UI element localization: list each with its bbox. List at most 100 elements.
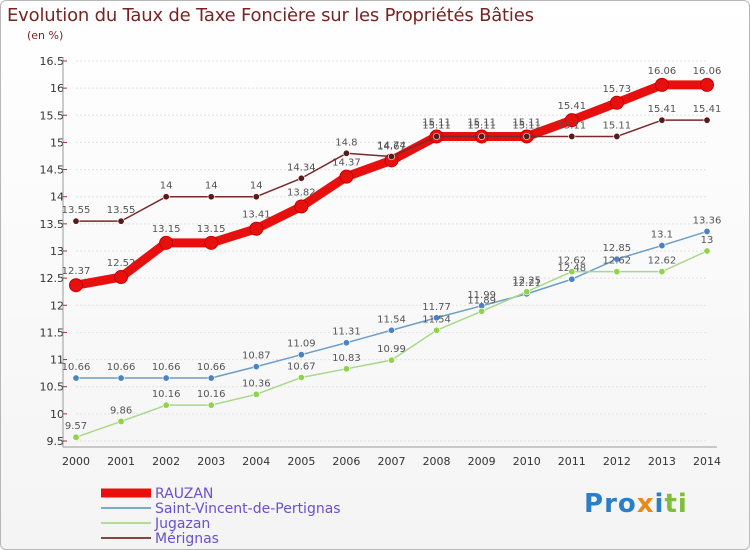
y-tick-label: 11.5 bbox=[40, 326, 65, 339]
chart-subtitle: (en %) bbox=[27, 29, 64, 42]
data-label: 10.66 bbox=[62, 362, 91, 373]
data-label: 11.77 bbox=[422, 302, 451, 313]
y-tick-label: 13.5 bbox=[40, 218, 65, 231]
data-point bbox=[433, 326, 441, 334]
data-point bbox=[294, 199, 309, 214]
y-tick-label: 14 bbox=[50, 191, 64, 204]
data-label: 15.41 bbox=[557, 101, 586, 112]
data-label: 10.67 bbox=[287, 361, 316, 372]
data-label: 13.15 bbox=[197, 224, 226, 235]
data-label: 15.11 bbox=[557, 120, 586, 131]
proxiti-logo: Proxiti bbox=[584, 489, 688, 519]
x-tick-label: 2008 bbox=[423, 455, 451, 468]
data-point bbox=[72, 217, 80, 225]
data-label: 14.37 bbox=[332, 158, 361, 169]
data-label: 14.34 bbox=[287, 162, 316, 173]
data-point bbox=[297, 351, 305, 359]
data-point bbox=[339, 169, 354, 184]
data-point bbox=[72, 374, 80, 382]
data-label: 15.11 bbox=[422, 120, 451, 131]
y-tick-label: 15 bbox=[50, 136, 64, 149]
data-label: 15.11 bbox=[422, 117, 451, 128]
data-point bbox=[72, 433, 80, 441]
data-label: 11.54 bbox=[377, 314, 406, 325]
data-point bbox=[117, 217, 125, 225]
data-label: 10.83 bbox=[332, 353, 361, 364]
data-label: 13.36 bbox=[693, 215, 722, 226]
x-tick-label: 2004 bbox=[242, 455, 270, 468]
x-tick-label: 2001 bbox=[107, 455, 135, 468]
data-point bbox=[252, 363, 260, 371]
series-jugazan: 9.57 9.86 10.16 10.16 10.36 10.67 10.83 10.99 11… bbox=[65, 235, 714, 441]
data-point bbox=[117, 374, 125, 382]
data-label: 12.62 bbox=[648, 256, 677, 267]
data-point bbox=[613, 132, 621, 140]
data-label: 10.66 bbox=[107, 362, 136, 373]
data-point bbox=[117, 417, 125, 425]
data-label: 10.36 bbox=[242, 378, 271, 389]
data-label: 12.85 bbox=[603, 243, 632, 254]
data-label: 13 bbox=[701, 235, 714, 246]
data-point bbox=[69, 278, 83, 293]
x-tick-label: 2000 bbox=[62, 455, 90, 468]
data-label: 14.8 bbox=[335, 137, 357, 148]
data-label: 9.57 bbox=[65, 421, 87, 432]
data-point bbox=[523, 288, 531, 296]
data-point bbox=[207, 193, 215, 201]
x-tick-label: 2003 bbox=[197, 455, 225, 468]
y-tick-label: 16.5 bbox=[40, 55, 65, 68]
y-tick-label: 12 bbox=[50, 299, 64, 312]
series-m-rignas: 13.55 13.55 14 14 14 14.34 14.8 14.74 15.11 15.11… bbox=[62, 104, 722, 225]
data-point bbox=[433, 132, 441, 140]
data-point bbox=[478, 307, 486, 315]
data-label: 14.74 bbox=[377, 141, 406, 152]
data-label: 10.66 bbox=[152, 362, 181, 373]
data-point bbox=[433, 314, 441, 322]
chart-title: Evolution du Taux de Taxe Foncière sur l… bbox=[7, 5, 534, 26]
x-tick-label: 2013 bbox=[648, 455, 676, 468]
legend: RAUZANSaint-Vincent-de-PertignasJugazanM… bbox=[101, 486, 341, 547]
y-tick-label: 16 bbox=[50, 82, 64, 95]
legend-label: RAUZAN bbox=[155, 486, 213, 502]
data-label: 11.09 bbox=[287, 339, 316, 350]
x-tick-label: 2011 bbox=[558, 455, 586, 468]
data-point bbox=[387, 153, 395, 161]
data-point bbox=[568, 268, 576, 276]
data-label: 13.41 bbox=[242, 210, 271, 221]
data-label: 12.37 bbox=[62, 266, 91, 277]
data-point bbox=[568, 275, 576, 283]
data-label: 13.55 bbox=[107, 205, 136, 216]
series-line bbox=[75, 119, 708, 222]
data-label: 11.99 bbox=[467, 290, 496, 301]
data-point bbox=[207, 374, 215, 382]
series-rauzan: 12.37 12.52 13.15 13.15 13.41 13.82 14.37 14.67… bbox=[62, 66, 722, 293]
x-tick-label: 2006 bbox=[332, 455, 360, 468]
data-point bbox=[297, 174, 305, 182]
data-point bbox=[703, 116, 711, 124]
data-point bbox=[162, 193, 170, 201]
data-label: 11.31 bbox=[332, 327, 361, 338]
data-point bbox=[700, 77, 714, 92]
data-label: 12.62 bbox=[557, 256, 586, 267]
data-point bbox=[204, 235, 219, 250]
data-label: 12.62 bbox=[603, 256, 632, 267]
y-tick-label: 11 bbox=[50, 354, 64, 367]
x-tick-label: 2005 bbox=[287, 455, 315, 468]
data-label: 10.16 bbox=[152, 389, 181, 400]
data-point bbox=[658, 116, 666, 124]
data-point bbox=[249, 221, 264, 236]
data-label: 16.06 bbox=[693, 66, 722, 77]
data-point bbox=[523, 132, 531, 140]
data-point bbox=[252, 193, 260, 201]
data-point bbox=[114, 270, 129, 285]
x-tick-label: 2012 bbox=[603, 455, 631, 468]
data-point bbox=[159, 235, 174, 250]
data-label: 9.86 bbox=[110, 405, 132, 416]
y-tick-label: 13 bbox=[50, 245, 64, 258]
data-label: 15.73 bbox=[603, 84, 632, 95]
y-tick-label: 15.5 bbox=[40, 109, 65, 122]
data-point bbox=[613, 268, 621, 276]
data-label: 15.41 bbox=[693, 104, 722, 115]
data-label: 10.99 bbox=[377, 344, 406, 355]
data-point bbox=[387, 326, 395, 334]
